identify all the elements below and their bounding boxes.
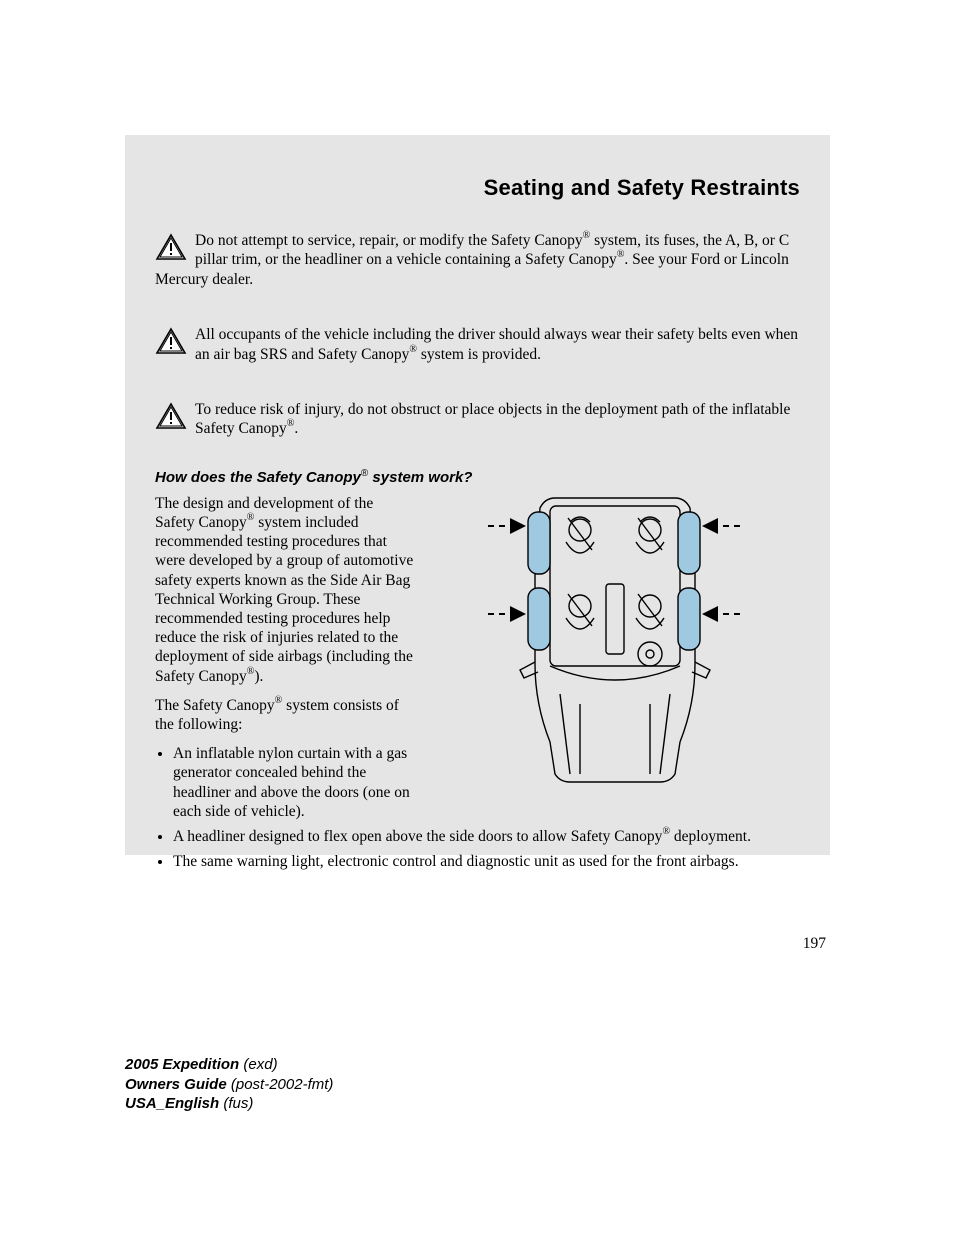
warning-block-2: All occupants of the vehicle including t…	[155, 325, 800, 364]
bullet-full-1: A headliner designed to flex open above …	[173, 827, 800, 846]
warning-icon	[155, 327, 187, 360]
bullet-list-full: A headliner designed to flex open above …	[155, 827, 800, 871]
body-paragraph-2: The Safety Canopy® system consists of th…	[155, 696, 415, 734]
footer-line-1: 2005 Expedition (exd)	[125, 1055, 333, 1075]
safety-canopy-diagram	[429, 494, 800, 828]
page-number: 197	[803, 935, 826, 953]
warning-text-1: Do not attempt to service, repair, or mo…	[155, 232, 789, 288]
section-title: Seating and Safety Restraints	[155, 175, 800, 201]
content-panel: Seating and Safety Restraints Do not att…	[125, 135, 830, 855]
warning-text-3: To reduce risk of injury, do not obstruc…	[195, 401, 790, 437]
subheading: How does the Safety Canopy® system work?	[155, 469, 800, 486]
warning-block-1: Do not attempt to service, repair, or mo…	[155, 231, 800, 289]
footer-line-2: Owners Guide (post-2002-fmt)	[125, 1075, 333, 1095]
page: Seating and Safety Restraints Do not att…	[0, 0, 954, 1235]
body-columns: The design and development of the Safety…	[155, 494, 800, 828]
warning-icon	[155, 402, 187, 435]
bullet-list-left: An inflatable nylon curtain with a gas g…	[155, 744, 415, 821]
bullet-left-1: An inflatable nylon curtain with a gas g…	[173, 744, 415, 821]
warning-block-3: To reduce risk of injury, do not obstruc…	[155, 400, 800, 439]
body-text-column: The design and development of the Safety…	[155, 494, 415, 828]
warning-text-2: All occupants of the vehicle including t…	[195, 326, 798, 362]
body-paragraph-1: The design and development of the Safety…	[155, 494, 415, 686]
footer-line-3: USA_English (fus)	[125, 1094, 333, 1114]
footer: 2005 Expedition (exd) Owners Guide (post…	[125, 1055, 333, 1114]
warning-icon	[155, 233, 187, 266]
